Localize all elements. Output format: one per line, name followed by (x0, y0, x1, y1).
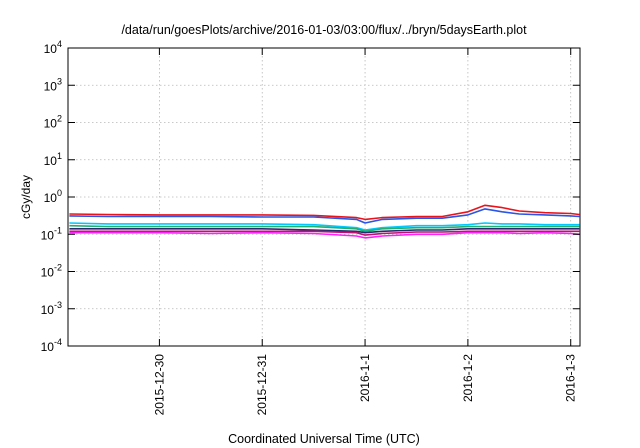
grid (68, 48, 580, 346)
y-tick-exponent: -4 (54, 337, 62, 347)
series-line-6 (69, 230, 580, 236)
x-tick-label: 2015-12-31 (255, 354, 269, 416)
x-tick-label: 2016-1-1 (358, 354, 372, 402)
y-tick-exponent: -2 (54, 263, 62, 273)
y-tick-base: 10 (41, 303, 55, 317)
y-tick-exponent: -3 (54, 300, 62, 310)
y-tick-label: 104 (44, 39, 62, 56)
y-tick-exponent: -1 (54, 225, 62, 235)
y-tick-label: 102 (44, 114, 62, 131)
y-tick-exponent: 4 (57, 39, 62, 49)
y-tick-label: 100 (44, 188, 62, 205)
series-line-1 (69, 204, 580, 221)
y-tick-label: 10-3 (41, 300, 62, 317)
series-line-3 (69, 222, 580, 231)
series-line-4 (69, 224, 580, 233)
series-line-7 (69, 231, 580, 239)
y-tick-exponent: 0 (57, 188, 62, 198)
y-tick-label: 10-2 (41, 263, 62, 280)
y-tick-base: 10 (44, 154, 58, 168)
x-tick-label: 2016-1-3 (564, 354, 578, 402)
y-tick-exponent: 2 (57, 114, 62, 124)
y-tick-label: 103 (44, 76, 62, 93)
series-line-2 (69, 208, 580, 224)
series-line-5 (69, 228, 580, 234)
y-tick-label: 101 (44, 151, 62, 168)
y-tick-base: 10 (44, 191, 58, 205)
y-tick-base: 10 (44, 117, 58, 131)
y-tick-base: 10 (44, 79, 58, 93)
y-tick-label: 10-4 (41, 337, 62, 354)
x-axis: 2015-12-30 2015-12-31 2016-1-1 2016-1-2 2016… (152, 48, 578, 416)
y-axis-label: cGy/day (19, 175, 33, 219)
y-tick-exponent: 3 (57, 76, 62, 86)
y-tick-base: 10 (41, 266, 55, 280)
x-tick-label: 2016-1-2 (461, 354, 475, 402)
x-tick-label: 2015-12-30 (152, 354, 166, 416)
y-tick-label: 10-1 (41, 225, 62, 242)
y-tick-base: 10 (41, 228, 55, 242)
chart-title: /data/run/goesPlots/archive/2016-01-03/0… (121, 23, 527, 37)
y-tick-exponent: 1 (57, 151, 62, 161)
y-tick-base: 10 (44, 42, 58, 56)
series-group (69, 204, 580, 239)
y-tick-base: 10 (41, 340, 55, 354)
x-axis-label: Coordinated Universal Time (UTC) (228, 432, 420, 446)
